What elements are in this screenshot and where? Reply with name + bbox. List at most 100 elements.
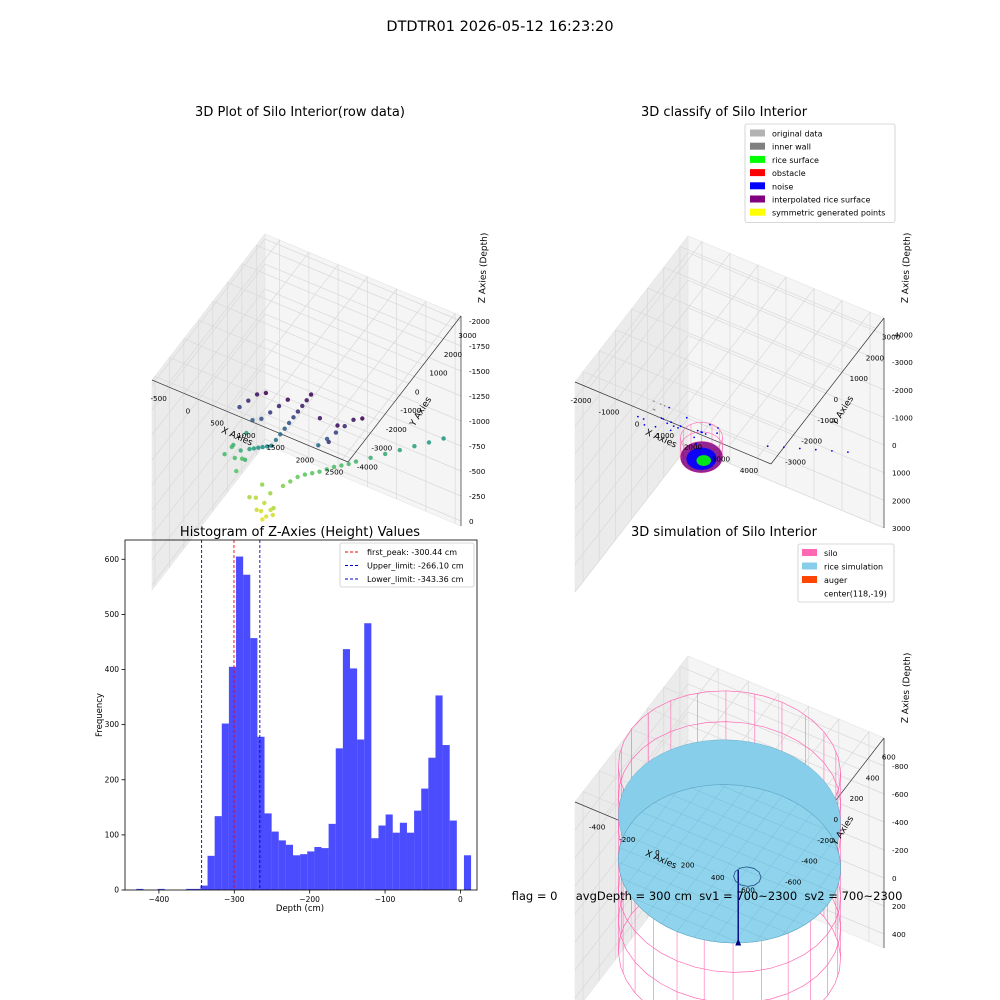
p1-grid-x: [254, 275, 368, 487]
p2-noise-point: [700, 431, 702, 433]
p1-grid-x: [341, 312, 456, 524]
p4-ytick-label: -200: [817, 836, 834, 845]
p2-noise-point: [716, 432, 718, 435]
p1-point: [242, 457, 248, 462]
histogram-xtick-label: −400: [149, 895, 170, 904]
p1-point: [300, 403, 305, 409]
p1-point: [342, 424, 347, 429]
histogram-bar: [257, 736, 265, 890]
p1-point: [237, 404, 242, 410]
p1-point: [324, 467, 329, 472]
p2-noise-point: [695, 442, 697, 445]
p2-noise-point: [831, 450, 833, 452]
p1-point: [310, 471, 315, 476]
p2-grid-y: [679, 245, 877, 457]
histogram-bar: [364, 623, 372, 890]
p1-point: [286, 420, 292, 426]
p1-point: [254, 507, 259, 512]
p1-grid-z: [151, 413, 462, 561]
p4-ztick-label: 400: [892, 930, 906, 939]
p2-original-point: [653, 400, 655, 403]
p2-noise-point: [782, 446, 785, 449]
p2-noise-point: [643, 424, 646, 426]
histogram-bar: [250, 638, 258, 890]
histogram-bar: [307, 851, 315, 890]
p1-grid-z: [151, 363, 462, 511]
histogram-bar: [435, 695, 443, 890]
histogram-bar: [293, 855, 301, 890]
plot1-3d-axes: [151, 233, 462, 591]
p1-point: [291, 415, 296, 420]
p2-grid-y: [631, 308, 828, 519]
p2-ytick-label: 0: [834, 395, 839, 404]
p4-center-arrowhead: [735, 938, 742, 946]
p4-rice-gridline: [718, 784, 828, 831]
p1-point: [278, 432, 283, 437]
p1-grid-y: [154, 375, 352, 587]
p1-point: [317, 469, 322, 474]
p1-point: [258, 508, 264, 514]
plot4-zlabel: Z Axies (Depth): [901, 653, 913, 724]
p1-ztick-label: -500: [469, 467, 486, 476]
p2-ztick-label: 3000: [892, 524, 911, 533]
histogram-bar: [186, 888, 194, 890]
histogram-bar: [300, 854, 308, 890]
p2-grid-y: [647, 287, 844, 499]
plot3-ylabel: Frequency: [95, 693, 105, 737]
histogram-bar: [221, 723, 229, 890]
p1-xtick-label: 2000: [296, 455, 315, 464]
p4-ztick-label: -800: [892, 762, 909, 771]
p2-original-point: [665, 419, 667, 421]
p2-noise-point: [679, 425, 682, 428]
p1-point: [273, 437, 279, 443]
p1-grid-z: [151, 438, 462, 586]
p1-point: [282, 426, 287, 431]
p4-rice-gridline: [654, 802, 840, 881]
p2-legend-box: [744, 123, 896, 223]
p1-point: [324, 436, 330, 442]
p1-point: [288, 479, 293, 484]
p1-point: [397, 447, 402, 453]
p2-ytick-label: -1000: [817, 416, 838, 425]
p1-ztick-label: -2000: [469, 317, 490, 326]
histogram-bar: [385, 814, 393, 890]
p2-legend-swatch: [750, 182, 765, 190]
p2-ytick-label: 2000: [866, 353, 885, 362]
p2-ytick-label: 3000: [882, 332, 901, 341]
p4-rice-gridline: [691, 787, 838, 850]
p4-legend-swatch: [802, 576, 817, 583]
p1-ytick-label: -4000: [357, 462, 378, 471]
p2-noise-point: [709, 423, 711, 426]
status-footer: flag = 0 avgDepth = 300 cm sv1 = 700~230…: [512, 889, 903, 903]
p1-grid-x: [166, 239, 280, 451]
p4-rice-gridline: [732, 825, 825, 944]
p4-ytick-label: 400: [866, 773, 880, 782]
histogram-bar: [449, 820, 457, 890]
p4-ytick-label: 200: [850, 794, 864, 803]
p1-ytick-label: -2000: [386, 425, 407, 434]
figure-suptitle: DTDTR01 2026-05-12 16:23:20: [386, 19, 613, 35]
p1-point: [264, 514, 269, 519]
p4-rice-gridline: [693, 803, 798, 938]
plot4-ticks: -400 -200 0 200 400 600 -600 -400 -200 0 200 400 600…: [589, 752, 909, 939]
histogram-ytick-label: 100: [105, 830, 120, 839]
p1-point: [316, 443, 321, 448]
p1-point: [412, 444, 417, 449]
p4-ztick-label: 200: [892, 902, 906, 911]
p1-point: [304, 398, 309, 403]
plot-3d-simulation: 3D simulation of Silo Interior -400 -200 0…: [574, 525, 913, 1000]
histogram-bar: [264, 813, 272, 890]
p2-original-point: [657, 416, 660, 418]
p4-ytick-label: 0: [834, 815, 839, 824]
histogram-bar: [357, 739, 365, 890]
histogram-xtick-label: −100: [375, 895, 396, 904]
p2-grid-z: [574, 252, 885, 399]
histogram-ytick-label: 200: [105, 775, 120, 784]
p2-noise-point: [668, 406, 671, 409]
p2-noise-point: [814, 448, 817, 451]
p1-point: [244, 430, 249, 436]
histogram-ytick-label: 500: [105, 610, 120, 619]
p1-ztick-label: -1250: [469, 392, 490, 401]
p2-ztick-label: -4000: [892, 331, 913, 340]
